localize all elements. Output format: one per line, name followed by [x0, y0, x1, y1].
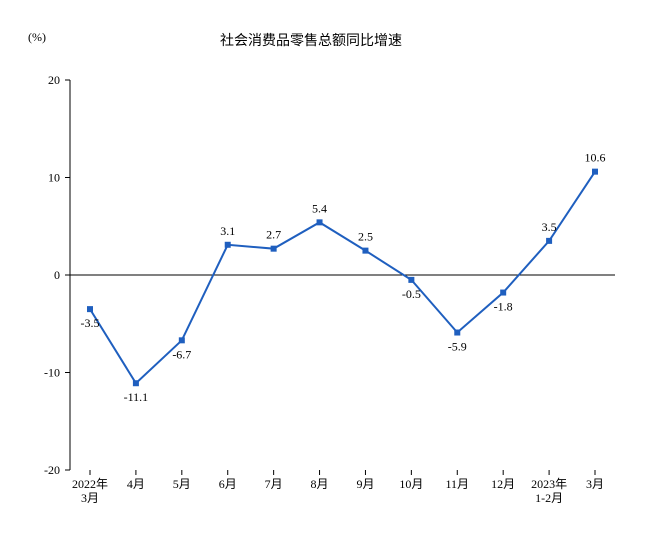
x-tick-label: 3月 — [81, 491, 99, 505]
y-tick-label: -20 — [44, 463, 60, 477]
x-tick-label: 1-2月 — [535, 491, 563, 505]
x-tick-label: 9月 — [356, 477, 374, 491]
x-tick-label: 5月 — [173, 477, 191, 491]
data-marker — [362, 248, 368, 254]
data-marker — [454, 330, 460, 336]
data-marker — [592, 169, 598, 175]
data-marker — [225, 242, 231, 248]
data-label: -3.5 — [81, 316, 100, 330]
data-line — [90, 172, 595, 384]
data-label: 2.7 — [266, 228, 281, 242]
data-marker — [408, 277, 414, 283]
x-tick-label: 10月 — [399, 477, 423, 491]
y-axis-unit: (%) — [28, 30, 46, 45]
y-tick-label: -10 — [44, 366, 60, 380]
data-marker — [133, 380, 139, 386]
data-marker — [500, 290, 506, 296]
data-label: 10.6 — [585, 151, 606, 165]
x-tick-label: 11月 — [445, 477, 469, 491]
x-tick-label: 2022年 — [72, 477, 108, 491]
y-tick-label: 20 — [48, 73, 60, 87]
data-label: 5.4 — [312, 201, 327, 215]
data-marker — [179, 337, 185, 343]
data-label: 3.1 — [220, 224, 235, 238]
x-tick-label: 4月 — [127, 477, 145, 491]
data-label: -6.7 — [172, 347, 191, 361]
line-chart-container: (%) 社会消费品零售总额同比增速 -20-10010202022年3月4月5月… — [0, 0, 647, 558]
data-label: -1.8 — [494, 300, 513, 314]
data-label: -0.5 — [402, 287, 421, 301]
x-tick-label: 7月 — [265, 477, 283, 491]
data-marker — [271, 246, 277, 252]
chart-title: 社会消费品零售总额同比增速 — [220, 30, 402, 50]
y-tick-label: 10 — [48, 171, 60, 185]
data-label: 3.5 — [542, 220, 557, 234]
x-tick-label: 2023年 — [531, 477, 567, 491]
x-tick-label: 3月 — [586, 477, 604, 491]
data-marker — [317, 219, 323, 225]
data-marker — [87, 306, 93, 312]
chart-svg: -20-10010202022年3月4月5月6月7月8月9月10月11月12月2… — [0, 0, 647, 558]
y-tick-label: 0 — [54, 268, 60, 282]
x-tick-label: 12月 — [491, 477, 515, 491]
x-tick-label: 6月 — [219, 477, 237, 491]
data-label: -5.9 — [448, 340, 467, 354]
data-marker — [546, 238, 552, 244]
data-label: -11.1 — [124, 390, 149, 404]
data-label: 2.5 — [358, 230, 373, 244]
x-tick-label: 8月 — [311, 477, 329, 491]
